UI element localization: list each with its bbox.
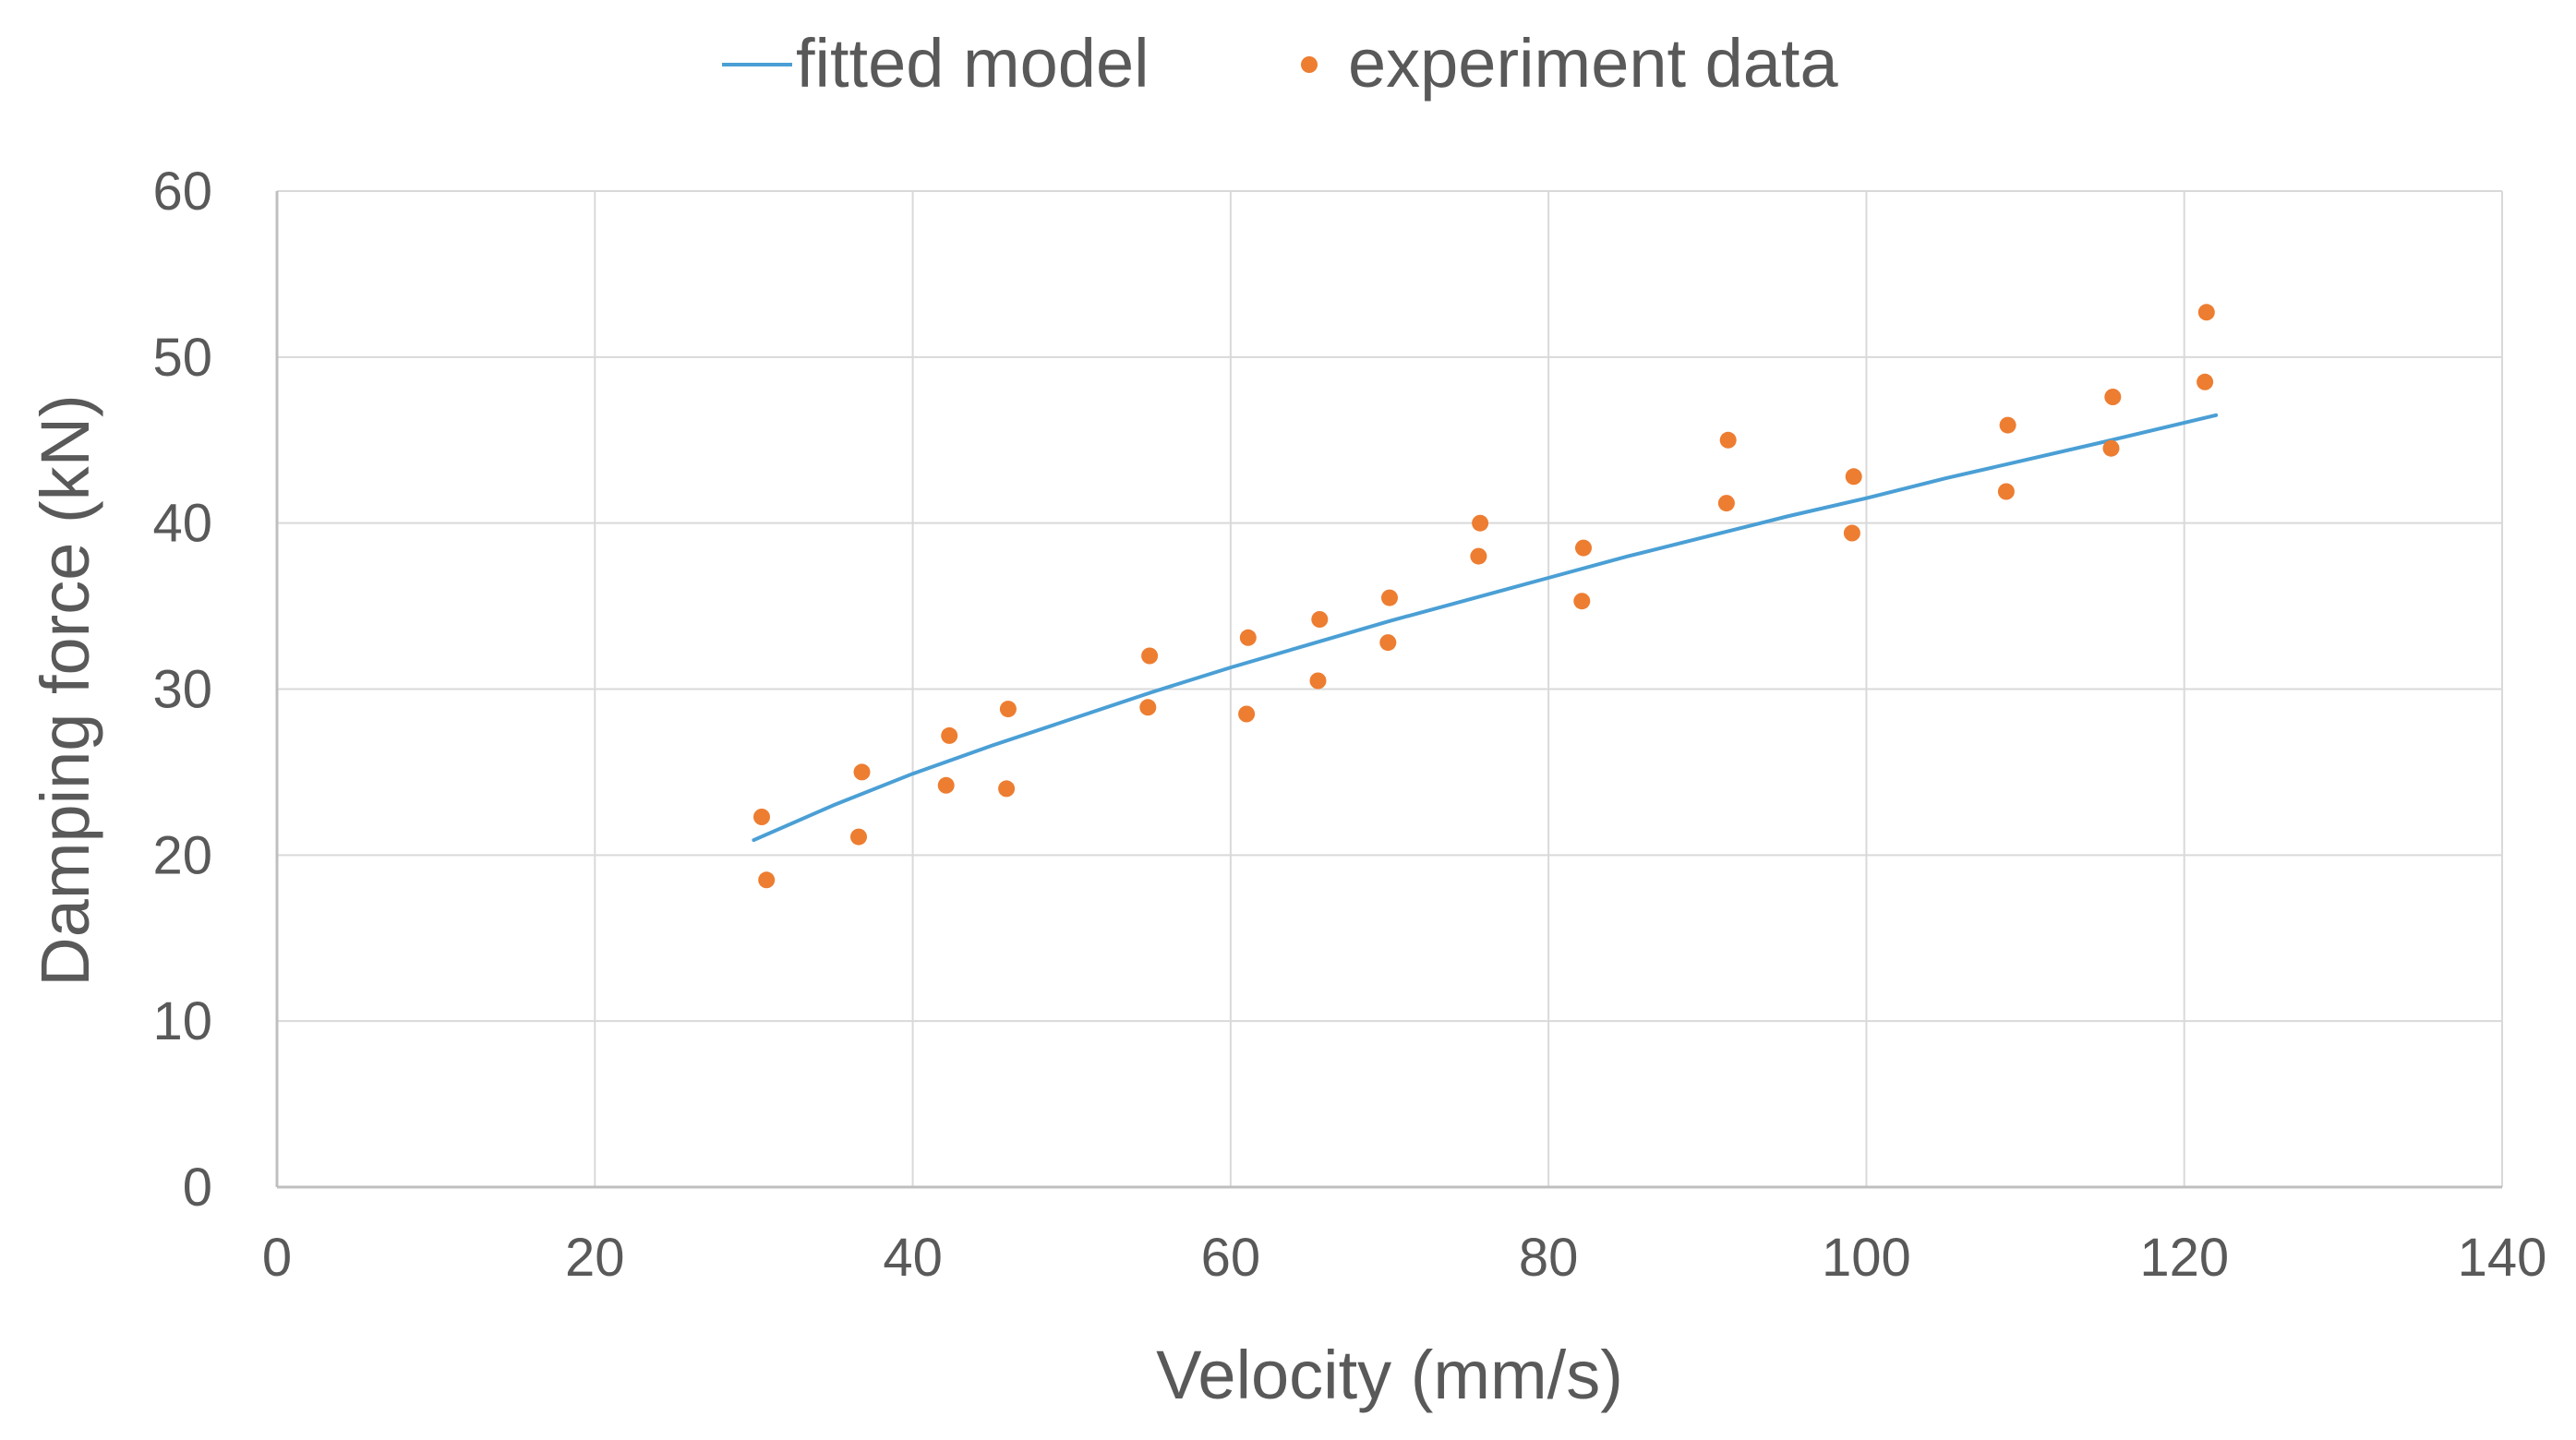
data-point-21 [1719, 431, 1737, 449]
legend-experiment-data-label: experiment data [1348, 25, 1838, 102]
x-tick-label-0: 0 [262, 1228, 292, 1288]
series-layer [752, 304, 2219, 889]
data-point-15 [1381, 589, 1398, 606]
data-point-4 [850, 828, 867, 846]
y-axis-title: Damping force (kN) [27, 394, 103, 987]
data-point-1 [753, 809, 770, 825]
data-point-13 [1311, 611, 1329, 628]
y-tick-label-40: 40 [152, 494, 212, 554]
x-tick-label-120: 120 [2139, 1228, 2229, 1288]
x-tick-label-40: 40 [883, 1228, 943, 1288]
data-point-10 [1139, 699, 1157, 716]
legend-fitted-model-label: fitted model [796, 25, 1150, 102]
y-tick-label-50: 50 [152, 328, 212, 388]
data-point-29 [2197, 304, 2215, 321]
data-point-30 [2197, 373, 2214, 390]
x-tick-label-100: 100 [1822, 1228, 1911, 1288]
data-point-27 [2104, 389, 2122, 405]
data-point-25 [1999, 416, 2016, 434]
data-point-20 [1573, 593, 1591, 610]
grid-layer [277, 190, 2503, 1187]
x-axis-title: Velocity (mm/s) [1156, 1337, 1623, 1413]
legend: fitted model experiment data [722, 25, 1838, 102]
data-point-24 [1843, 524, 1860, 542]
y-tick-label-20: 20 [152, 825, 212, 885]
data-point-6 [937, 776, 955, 794]
y-tick-label-10: 10 [152, 991, 212, 1051]
data-point-11 [1239, 629, 1257, 646]
data-point-3 [853, 763, 871, 781]
data-point-23 [1845, 468, 1862, 486]
y-tick-label-30: 30 [152, 660, 212, 720]
data-point-7 [999, 701, 1017, 718]
data-point-28 [2102, 439, 2120, 457]
y-tick-label-0: 0 [183, 1158, 212, 1218]
data-point-2 [758, 871, 776, 889]
legend-experiment-data-swatch [1301, 56, 1318, 73]
x-tick-label-20: 20 [565, 1228, 625, 1288]
data-point-18 [1470, 547, 1487, 565]
data-point-22 [1717, 495, 1735, 512]
x-tick-label-80: 80 [1519, 1228, 1579, 1288]
data-point-12 [1238, 705, 1256, 723]
x-tick-label-60: 60 [1201, 1228, 1261, 1288]
series-line-fitted-model [752, 413, 2219, 843]
data-point-16 [1379, 634, 1397, 652]
x-tick-label-140: 140 [2458, 1228, 2547, 1288]
data-point-9 [1141, 647, 1159, 665]
data-point-8 [998, 780, 1016, 798]
y-tick-label-60: 60 [152, 162, 212, 222]
data-point-5 [941, 726, 958, 744]
data-point-17 [1472, 514, 1489, 532]
data-point-19 [1575, 539, 1592, 557]
data-point-26 [1997, 483, 2015, 500]
data-point-14 [1309, 672, 1327, 690]
axis-layer: 0 10 20 30 40 50 60 0 20 40 60 80 100 120 140 [152, 162, 2546, 1288]
